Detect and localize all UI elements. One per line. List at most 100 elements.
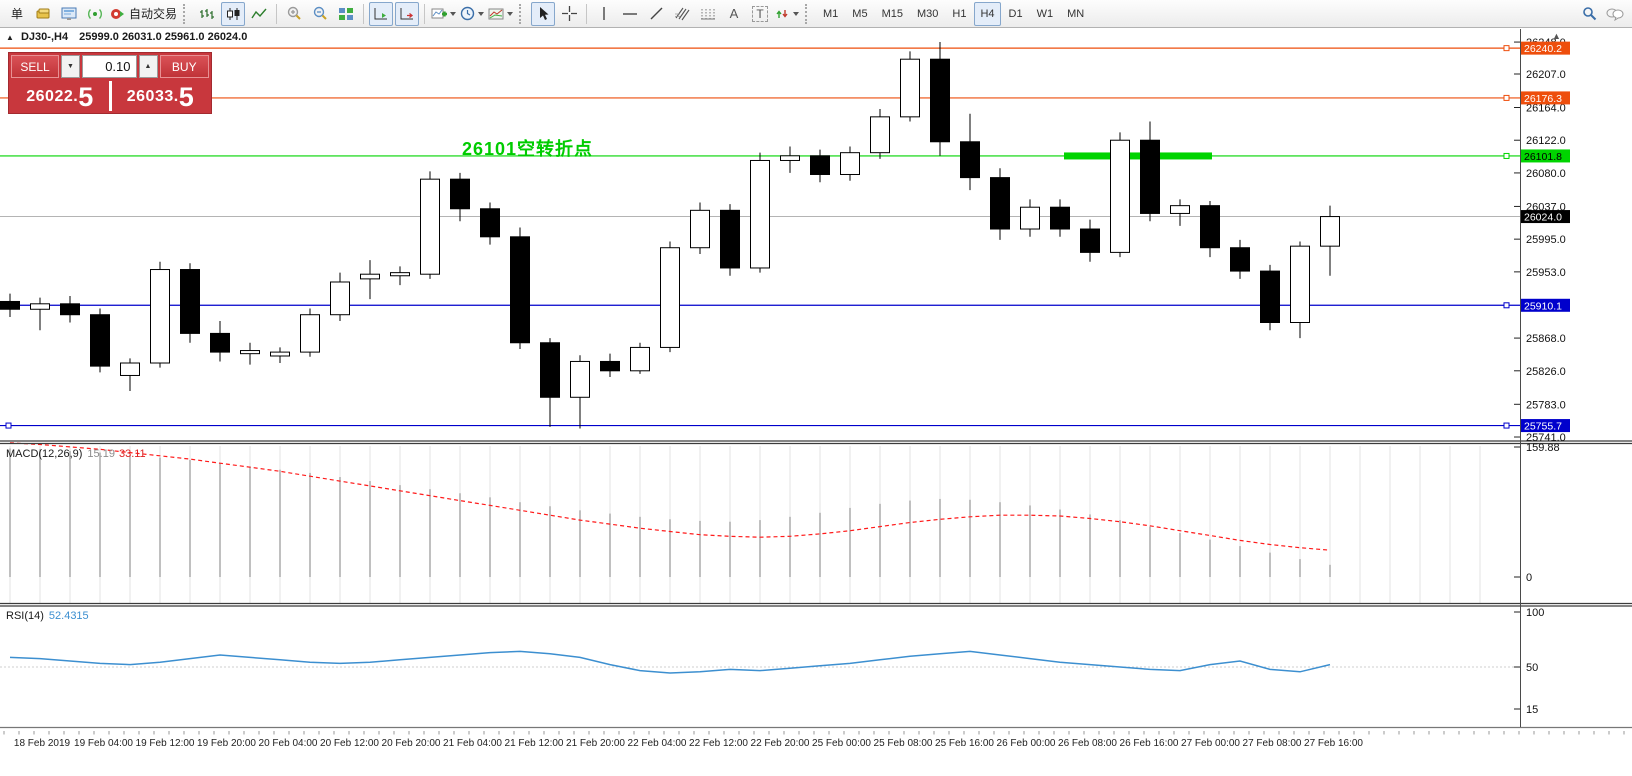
time-axis-label[interactable]: 27 Feb 16:00	[1304, 738, 1363, 749]
sell-button[interactable]: SELL	[11, 55, 59, 78]
buy-button[interactable]: BUY	[159, 55, 209, 78]
line-handle[interactable]	[1503, 94, 1510, 101]
volume-increase-button[interactable]: ▲	[138, 55, 158, 78]
time-axis-label[interactable]: 27 Feb 08:00	[1243, 738, 1302, 749]
fibonacci-tool[interactable]	[670, 2, 694, 26]
time-axis-label[interactable]: 22 Feb 12:00	[689, 738, 748, 749]
price-tick-label[interactable]: 25953.0	[1526, 267, 1566, 279]
price-tick-label[interactable]: 25826.0	[1526, 366, 1566, 378]
search-button[interactable]	[1577, 2, 1601, 26]
time-axis-label[interactable]: 25 Feb 08:00	[874, 738, 933, 749]
ohlc-bars-icon	[200, 8, 215, 19]
text-tool[interactable]: A	[729, 6, 739, 21]
time-axis-label[interactable]: 22 Feb 20:00	[751, 738, 810, 749]
price-tick-label[interactable]: 25995.0	[1526, 234, 1566, 246]
autotrading-button[interactable]: 自动交易	[109, 2, 178, 26]
price-tick-label[interactable]: 26122.0	[1526, 135, 1566, 147]
time-axis-label[interactable]: 20 Feb 12:00	[320, 738, 379, 749]
candle-body	[600, 360, 620, 372]
timeframe-d1[interactable]: D1	[1008, 7, 1023, 20]
timeframe-m30[interactable]: M30	[916, 7, 939, 20]
timeframe-h1[interactable]: H1	[952, 7, 967, 20]
bar-chart-button[interactable]	[195, 2, 219, 26]
buy-price[interactable]: 26033. 5	[126, 82, 194, 112]
price-tick-label[interactable]: 26080.0	[1526, 168, 1566, 180]
zoom-in-button[interactable]	[282, 2, 306, 26]
price-tick-label[interactable]: 25783.0	[1526, 399, 1566, 411]
candle-body	[30, 303, 50, 310]
candle-body	[840, 152, 860, 175]
indicators-button[interactable]	[430, 2, 457, 26]
line-handle[interactable]	[5, 422, 12, 429]
line-handle[interactable]	[1503, 152, 1510, 159]
chart-annotation-text[interactable]: 26101空转折点	[462, 139, 594, 159]
chevron-down-icon	[450, 11, 457, 16]
price-tick-label[interactable]: 26164.0	[1526, 102, 1566, 114]
time-axis-label[interactable]: 26 Feb 16:00	[1120, 738, 1179, 749]
time-axis-label[interactable]: 20 Feb 04:00	[259, 738, 318, 749]
tile-windows-button[interactable]	[334, 2, 358, 26]
sell-price[interactable]: 26022. 5	[26, 82, 94, 112]
vertical-line-tool[interactable]	[592, 2, 616, 26]
trendline-tool[interactable]	[644, 2, 668, 26]
toolbar-drag-handle[interactable]	[183, 3, 190, 24]
line-handle[interactable]	[1503, 45, 1510, 52]
candle-body	[870, 116, 890, 154]
timeframe-mn[interactable]: MN	[1067, 7, 1085, 20]
time-axis-label[interactable]: 19 Feb 12:00	[136, 738, 195, 749]
collapse-triangle-icon[interactable]: ▲	[6, 33, 14, 42]
chat-button[interactable]	[1603, 2, 1627, 26]
candlestick-chart-button[interactable]	[221, 1, 246, 26]
toolbar-drag-handle[interactable]	[805, 3, 812, 24]
timeframe-m5[interactable]: M5	[852, 7, 868, 20]
time-axis-label[interactable]: 21 Feb 20:00	[566, 738, 625, 749]
new-order-button[interactable]: 单	[10, 7, 23, 21]
price-tick-label[interactable]: 25868.0	[1526, 333, 1566, 345]
time-axis-label[interactable]: 26 Feb 00:00	[997, 738, 1056, 749]
candle-body	[1170, 205, 1190, 214]
history-center-icon[interactable]	[31, 2, 55, 26]
timeframe-h4[interactable]: H4	[974, 1, 1001, 26]
time-axis-label[interactable]: 19 Feb 20:00	[197, 738, 256, 749]
zoom-out-button[interactable]	[308, 2, 332, 26]
periods-button[interactable]	[459, 2, 485, 26]
signals-icon[interactable]	[83, 2, 107, 26]
line-handle[interactable]	[1503, 422, 1510, 429]
chart-shift-button[interactable]	[395, 1, 420, 26]
volume-decrease-button[interactable]: ▼	[61, 55, 80, 78]
clock-icon	[460, 6, 475, 21]
timeframe-w1[interactable]: W1	[1036, 7, 1054, 20]
thick-green-segment[interactable]	[1064, 152, 1212, 160]
scroll-up-arrow[interactable]: ▲	[1552, 31, 1561, 41]
cycles-tool[interactable]	[696, 2, 720, 26]
time-axis-label[interactable]: 20 Feb 20:00	[382, 738, 441, 749]
timeframe-m15[interactable]: M15	[881, 7, 903, 20]
price-tick-label[interactable]: 26207.0	[1526, 69, 1566, 81]
time-axis-label[interactable]: 19 Feb 04:00	[74, 738, 133, 749]
line-chart-button[interactable]	[247, 2, 271, 26]
time-axis-label[interactable]: 27 Feb 00:00	[1181, 738, 1240, 749]
text-label-tool[interactable]: T	[748, 2, 772, 26]
volume-input[interactable]: 0.10	[82, 55, 137, 78]
time-axis-label[interactable]: 21 Feb 04:00	[443, 738, 502, 749]
candle-body	[810, 155, 830, 175]
time-axis-label[interactable]: 18 Feb 2019	[14, 738, 71, 749]
time-axis-label[interactable]: 22 Feb 04:00	[628, 738, 687, 749]
cursor-tool-button[interactable]	[531, 1, 556, 26]
time-axis-label[interactable]: 21 Feb 12:00	[505, 738, 564, 749]
crosshair-tool-button[interactable]	[557, 2, 581, 26]
toolbar-drag-handle[interactable]	[519, 3, 526, 24]
templates-button[interactable]	[487, 2, 514, 26]
auto-scroll-button[interactable]	[369, 1, 394, 26]
candle-body	[210, 332, 230, 353]
time-axis-label[interactable]: 26 Feb 08:00	[1058, 738, 1117, 749]
time-axis-label[interactable]: 25 Feb 00:00	[812, 738, 871, 749]
market-watch-icon[interactable]	[57, 2, 81, 26]
time-axis-label[interactable]: 25 Feb 16:00	[935, 738, 994, 749]
price-tick-label[interactable]: 25741.0	[1526, 432, 1566, 444]
line-handle[interactable]	[1503, 302, 1510, 309]
timeframe-m1[interactable]: M1	[823, 7, 839, 20]
arrows-tool[interactable]	[774, 2, 800, 26]
horizontal-line-tool[interactable]	[618, 2, 642, 26]
